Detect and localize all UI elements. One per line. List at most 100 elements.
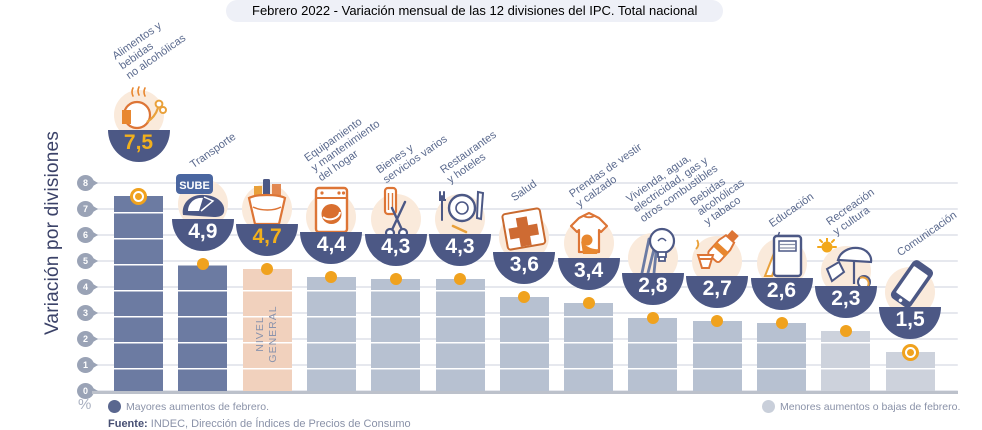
restaurant-icon xyxy=(428,184,492,245)
bar-top-dot-marker xyxy=(711,314,724,327)
y-tick-badge-6: 6 xyxy=(77,227,98,243)
y-axis-title: Variación por divisiones xyxy=(42,130,63,336)
legend-dot-dark xyxy=(108,400,121,413)
bar-top-ring-marker xyxy=(130,187,147,205)
bar-top-dot-marker xyxy=(518,291,531,304)
legend-dot-light xyxy=(762,400,775,413)
y-tick-badge-1: 1 xyxy=(77,357,98,373)
bar-value-bowl: 3,4 xyxy=(557,257,620,290)
roast-chicken-icon xyxy=(107,80,171,140)
bar-value: 2,6 xyxy=(766,279,797,303)
bar-top-dot-marker xyxy=(582,296,595,309)
bar-value: 4,4 xyxy=(316,232,346,256)
tshirt-icon xyxy=(557,208,621,268)
restaurant-icon xyxy=(439,190,485,234)
bar-top-dot-marker xyxy=(646,312,659,325)
health-cross-icon xyxy=(492,202,556,263)
division-label: Alimentos y bebidas no alcohólicas xyxy=(109,19,188,82)
bar-value-bowl: 3,6 xyxy=(493,252,556,285)
bar-restaurant xyxy=(435,279,485,394)
legend-mayores: Mayores aumentos de febrero. xyxy=(108,400,269,414)
bar-top-dot-marker xyxy=(261,262,274,275)
health-cross-icon xyxy=(501,207,547,251)
gridline-4 xyxy=(92,286,958,288)
title-period: Febrero 2022 - xyxy=(252,3,342,18)
bottle-glass-icon xyxy=(685,226,749,286)
bar-top-dot-marker xyxy=(325,270,338,283)
light-bulb-icon xyxy=(640,228,675,275)
bar-top-ring-marker xyxy=(901,343,919,361)
bar-roast-chicken xyxy=(114,196,163,394)
bottle-glass-icon xyxy=(695,229,739,269)
shopping-basket-icon xyxy=(235,174,299,234)
bar-value: 3,4 xyxy=(573,258,604,282)
bar-value: 2,3 xyxy=(831,287,861,311)
sube-card-icon: SUBE xyxy=(171,169,235,229)
source-note: Fuente: INDEC, Dirección de Índices de P… xyxy=(108,418,411,430)
notebook-pencil-icon xyxy=(763,232,802,278)
shopping-basket-icon xyxy=(247,178,287,225)
bar-shopping-basket xyxy=(242,268,292,394)
bar-value-bowl: 4,4 xyxy=(300,231,363,264)
y-axis-unit-label: % xyxy=(78,396,92,413)
bar-value-bowl: 7,5 xyxy=(107,130,170,162)
bar-value: 7,5 xyxy=(123,131,154,154)
light-bulb-icon xyxy=(621,223,685,284)
division-label: Restaurantes y hoteles xyxy=(438,128,499,187)
bar-value: 4,3 xyxy=(381,235,411,259)
bar-washing-machine xyxy=(306,276,356,394)
bar-value-bowl: 4,9 xyxy=(171,218,234,251)
bar-value: 4,3 xyxy=(445,235,475,259)
bar-top-dot-marker xyxy=(775,317,788,330)
bar-value-bowl: 2,6 xyxy=(750,278,813,311)
legend-mayores-label: Mayores aumentos de febrero. xyxy=(126,401,269,413)
bar-value: 4,9 xyxy=(188,219,218,243)
gridline-7 xyxy=(92,208,958,210)
bar-light-bulb xyxy=(628,318,678,394)
bar-tshirt xyxy=(564,302,614,394)
division-label: Educación xyxy=(766,191,816,231)
bar-comb-scissors xyxy=(371,279,421,394)
bar-value: 4,7 xyxy=(252,224,282,248)
bar-top-dot-marker xyxy=(389,273,402,286)
gridline-8 xyxy=(92,182,958,184)
y-tick-badge-7: 7 xyxy=(77,201,98,217)
zero-baseline xyxy=(92,391,958,394)
chart-title-pill: Febrero 2022 - Variación mensual de las … xyxy=(226,0,724,22)
division-label: Transporte xyxy=(187,130,239,171)
bar-inner-label: NIVEL GENERAL xyxy=(254,305,280,363)
beach-umbrella-icon xyxy=(816,238,872,290)
source-prefix: Fuente: xyxy=(108,418,148,430)
roast-chicken-icon xyxy=(121,86,167,130)
y-tick-badge-5: 5 xyxy=(77,253,98,269)
bar-value: 1,5 xyxy=(895,308,925,331)
y-tick-badge-4: 4 xyxy=(77,279,98,295)
washing-machine-icon xyxy=(299,182,363,242)
title-scope: Total nacional xyxy=(614,3,698,18)
bar-bottle-glass xyxy=(692,320,742,394)
beach-umbrella-icon xyxy=(814,236,878,297)
comb-scissors-icon xyxy=(383,187,408,239)
source-text: INDEC, Dirección de Índices de Precios d… xyxy=(147,418,411,430)
title-main: Variación mensual de las 12 divisiones d… xyxy=(341,3,615,18)
bar-top-dot-marker xyxy=(454,273,466,286)
bar-top-dot-marker xyxy=(839,325,852,338)
y-tick-badge-2: 2 xyxy=(77,331,98,347)
bar-beach-umbrella xyxy=(821,331,871,394)
legend-menores-label: Menores aumentos o bajas de febrero. xyxy=(780,401,961,413)
notebook-pencil-icon xyxy=(750,228,814,289)
bar-top-dot-marker xyxy=(196,257,209,270)
sube-card-icon: SUBE xyxy=(175,173,225,217)
bar-value-bowl: 4,7 xyxy=(236,223,299,256)
bar-value-bowl: 1,5 xyxy=(879,307,942,339)
washing-machine-icon xyxy=(315,186,349,233)
bar-value: 2,7 xyxy=(702,276,732,300)
legend-menores: Menores aumentos o bajas de febrero. xyxy=(762,400,960,414)
division-label: Equipamiento y mantenimiento del hogar xyxy=(302,115,383,184)
division-label: Recreación y cultura xyxy=(824,186,877,239)
bar-value: 3,6 xyxy=(509,253,539,277)
bar-health-cross xyxy=(499,297,549,394)
y-tick-badge-8: 8 xyxy=(77,175,98,191)
y-tick-badge-3: 3 xyxy=(77,305,98,321)
bar-value: 2,8 xyxy=(638,274,668,298)
